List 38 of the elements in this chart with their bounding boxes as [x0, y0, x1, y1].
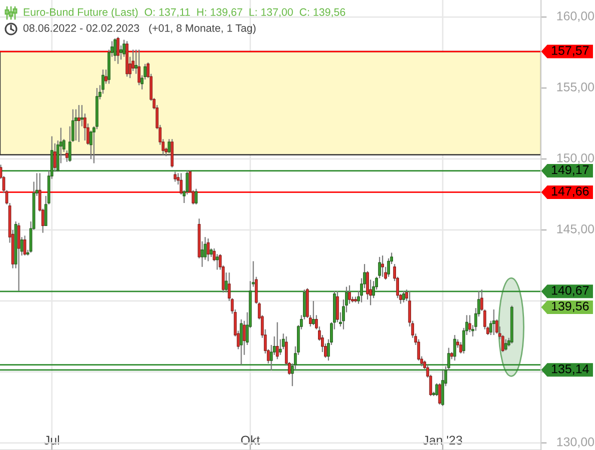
candlestick — [168, 138, 171, 154]
y-tick-label: 145,00 — [557, 224, 594, 235]
candlestick — [435, 382, 438, 397]
candlestick — [312, 300, 315, 326]
ref-line-label: 157,57 — [552, 46, 589, 56]
y-tick-label: 150,00 — [557, 153, 594, 164]
ref-line-label: 147,66 — [552, 186, 589, 198]
candlestick — [77, 104, 80, 143]
ref-line-label: 135,14 — [552, 364, 589, 375]
candlestick — [194, 188, 198, 205]
candlestick — [116, 36, 120, 64]
candlestick — [120, 44, 122, 60]
text: Euro-Bund Future (Last) O: 137,11 H: 139,67 L: 137,00 C: 139,56 — [24, 8, 346, 18]
candlestick — [276, 322, 279, 360]
candlestick — [504, 338, 508, 352]
candlestick — [492, 308, 496, 336]
candlestick — [53, 142, 56, 172]
y-tick-label: 155,00 — [557, 82, 594, 93]
candlestick — [65, 150, 68, 162]
candlestick — [114, 38, 116, 62]
candlestick — [336, 290, 339, 323]
candlestick — [80, 104, 84, 127]
candlestick — [138, 49, 140, 86]
candlestick — [174, 171, 177, 182]
ref-line-label: 140,67 — [552, 286, 589, 296]
candlestick — [378, 256, 381, 279]
candlestick — [278, 338, 282, 356]
ref-line-label: 149,17 — [552, 165, 589, 176]
candlestick — [200, 240, 204, 268]
candlestick — [74, 108, 78, 142]
y-tick-label: 160,00 — [557, 12, 594, 22]
text: 139,56 — [552, 302, 589, 312]
candlestick — [381, 254, 384, 278]
candlestick — [122, 39, 126, 58]
text: 08.06.2022 - 02.02.2023 (+01, 8 Monate, 1 Tag) — [23, 24, 256, 34]
candlestick — [348, 284, 351, 304]
candlestick — [402, 290, 406, 303]
y-tick-label: 130,00 — [557, 437, 594, 448]
